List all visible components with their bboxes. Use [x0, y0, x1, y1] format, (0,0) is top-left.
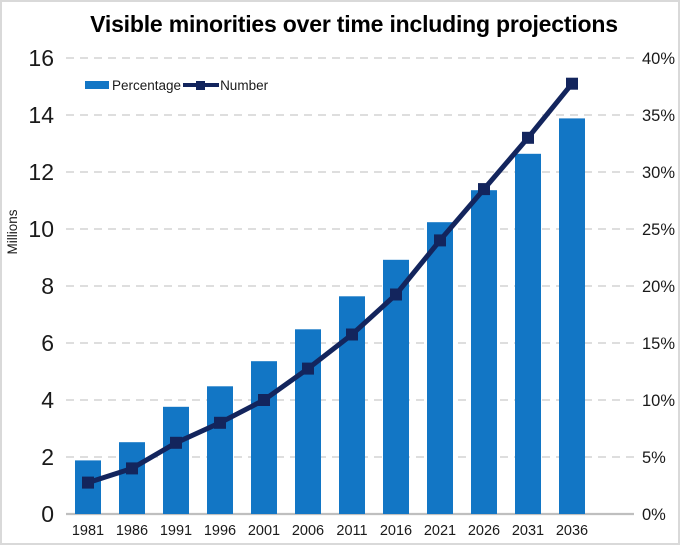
bar-1991 — [163, 406, 189, 514]
left-tick-label: 4 — [41, 387, 54, 413]
right-tick-label: 25% — [642, 221, 675, 239]
x-tick-label: 2031 — [512, 523, 544, 539]
x-tick-label: 2016 — [380, 523, 412, 539]
marker-2021 — [434, 234, 446, 247]
marker-1996 — [214, 416, 226, 429]
x-tick-label: 2036 — [556, 523, 588, 539]
marker-2016 — [390, 288, 402, 301]
left-tick-label: 6 — [41, 330, 54, 356]
right-tick-label: 15% — [642, 335, 675, 353]
marker-2001 — [258, 394, 270, 406]
legend-label-percentage: Percentage — [112, 77, 182, 93]
right-tick-label: 10% — [642, 392, 675, 410]
right-tick-label: 40% — [642, 50, 675, 68]
marker-2011 — [346, 328, 358, 341]
number-line — [87, 82, 574, 485]
marker-2031 — [522, 131, 534, 144]
x-tick-label: 1996 — [204, 523, 236, 539]
marker-2006 — [302, 362, 314, 375]
x-tick-label: 1991 — [160, 523, 192, 539]
marker-1991 — [170, 436, 182, 449]
left-axis-title: Millions — [5, 209, 20, 254]
bar-2026 — [471, 190, 497, 514]
bar-2006 — [295, 329, 321, 514]
bar-1986 — [119, 442, 145, 514]
right-tick-label: 5% — [642, 449, 666, 467]
x-tick-label: 2021 — [424, 523, 456, 539]
legend-label-number: Number — [220, 77, 269, 93]
chart-legend: Percentage Number — [85, 77, 268, 93]
left-tick-label: 14 — [28, 102, 54, 128]
legend-bar-swatch-icon — [85, 81, 109, 89]
marker-2026 — [478, 183, 490, 196]
right-tick-label: 30% — [642, 164, 675, 182]
legend-line-marker — [196, 80, 206, 90]
left-tick-label: 12 — [28, 159, 54, 185]
bar-2001 — [251, 361, 277, 514]
x-tick-label: 2026 — [468, 523, 500, 539]
marker-2036 — [566, 77, 578, 90]
x-tick-label: 1981 — [72, 523, 104, 539]
left-tick-label: 0 — [41, 501, 54, 527]
left-tick-label: 2 — [41, 444, 54, 470]
bar-2036 — [559, 118, 585, 515]
left-tick-label: 10 — [28, 216, 54, 242]
x-tick-label: 2011 — [336, 523, 367, 539]
bar-2021 — [427, 222, 453, 514]
right-tick-label: 35% — [642, 107, 675, 125]
x-tick-label: 2006 — [292, 523, 324, 539]
x-tick-label: 1986 — [116, 523, 148, 539]
right-tick-label: 0% — [642, 506, 666, 524]
bar-1996 — [207, 386, 233, 514]
right-tick-label: 20% — [642, 278, 675, 296]
marker-1981 — [82, 476, 94, 489]
marker-1986 — [126, 462, 138, 475]
left-tick-label: 8 — [41, 273, 54, 299]
x-tick-label: 2001 — [248, 523, 280, 539]
chart-title: Visible minorities over time including p… — [90, 11, 618, 37]
bar-2031 — [515, 153, 541, 515]
left-tick-label: 16 — [28, 45, 54, 71]
legend-line-swatch-icon — [183, 80, 220, 90]
